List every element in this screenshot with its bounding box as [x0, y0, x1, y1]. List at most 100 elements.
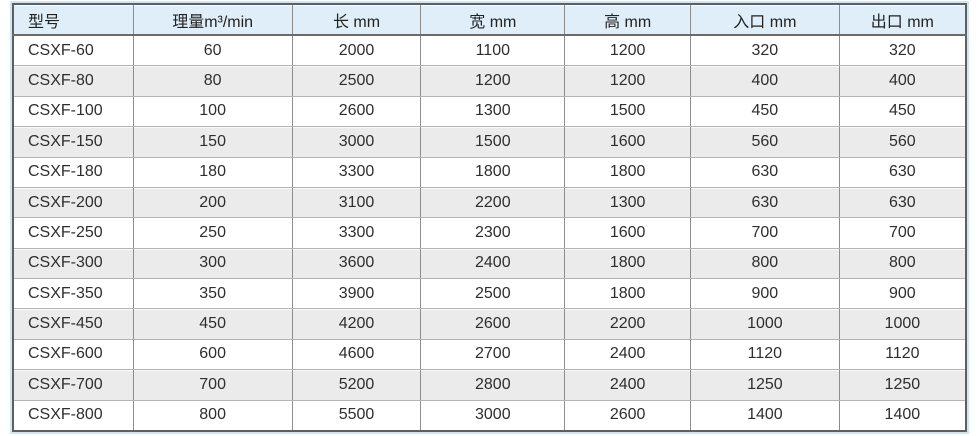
cell-capacity: 60 — [132, 34, 293, 67]
cell-inlet: 630 — [690, 156, 840, 188]
cell-model: CSXF-450 — [12, 308, 134, 340]
col-header-width: 宽 mm — [420, 3, 566, 36]
cell-width: 2800 — [420, 369, 566, 401]
cell-height: 1500 — [564, 95, 692, 128]
cell-inlet: 400 — [690, 65, 840, 97]
cell-capacity: 150 — [132, 126, 293, 158]
cell-inlet: 630 — [690, 186, 840, 219]
table-row: CSXF-450 450 4200 2600 2200 1000 1000 — [12, 308, 967, 340]
cell-inlet: 1000 — [690, 308, 840, 340]
cell-model: CSXF-700 — [12, 369, 134, 401]
cell-width: 1800 — [420, 156, 566, 188]
cell-length: 3300 — [291, 217, 422, 249]
table-row: CSXF-80 80 2500 1200 1200 400 400 — [12, 65, 967, 97]
cell-outlet: 560 — [838, 126, 967, 158]
cell-capacity: 350 — [132, 277, 293, 310]
cell-inlet: 1250 — [690, 369, 840, 401]
cell-capacity: 300 — [132, 247, 293, 280]
header-row: 型号 理量m³/min 长 mm 宽 mm 高 mm 入口 mm 出口 mm — [12, 3, 967, 36]
cell-outlet: 1000 — [838, 308, 967, 340]
cell-outlet: 450 — [838, 95, 967, 128]
cell-model: CSXF-60 — [12, 34, 134, 67]
cell-height: 1800 — [564, 247, 692, 280]
cell-height: 2400 — [564, 338, 692, 371]
cell-width: 1200 — [420, 65, 566, 97]
cell-outlet: 1250 — [838, 369, 967, 401]
cell-inlet: 800 — [690, 247, 840, 280]
table-row: CSXF-60 60 2000 1100 1200 320 320 — [12, 34, 967, 67]
col-header-inlet: 入口 mm — [690, 3, 840, 36]
cell-length: 3100 — [291, 186, 422, 219]
table-row: CSXF-600 600 4600 2700 2400 1120 1120 — [12, 338, 967, 371]
table-row: CSXF-250 250 3300 2300 1600 700 700 — [12, 217, 967, 249]
table-row: CSXF-200 200 3100 2200 1300 630 630 — [12, 186, 967, 219]
cell-capacity: 100 — [132, 95, 293, 128]
cell-inlet: 900 — [690, 277, 840, 310]
cell-outlet: 320 — [838, 34, 967, 67]
table-row: CSXF-700 700 5200 2800 2400 1250 1250 — [12, 369, 967, 401]
cell-width: 3000 — [420, 399, 566, 432]
cell-length: 5200 — [291, 369, 422, 401]
cell-length: 2500 — [291, 65, 422, 97]
cell-capacity: 180 — [132, 156, 293, 188]
table-row: CSXF-180 180 3300 1800 1800 630 630 — [12, 156, 967, 188]
spec-table-container: 型号 理量m³/min 长 mm 宽 mm 高 mm 入口 mm 出口 mm CSXF-60… — [10, 1, 969, 434]
cell-outlet: 630 — [838, 186, 967, 219]
product-spec-table: 型号 理量m³/min 长 mm 宽 mm 高 mm 入口 mm 出口 mm CSXF-60… — [10, 1, 969, 434]
cell-inlet: 320 — [690, 34, 840, 67]
cell-outlet: 630 — [838, 156, 967, 188]
cell-inlet: 1400 — [690, 399, 840, 432]
table-row: CSXF-100 100 2600 1300 1500 450 450 — [12, 95, 967, 128]
cell-width: 1300 — [420, 95, 566, 128]
cell-length: 3000 — [291, 126, 422, 158]
cell-length: 3600 — [291, 247, 422, 280]
table-row: CSXF-300 300 3600 2400 1800 800 800 — [12, 247, 967, 280]
cell-length: 2600 — [291, 95, 422, 128]
cell-height: 1200 — [564, 65, 692, 97]
cell-capacity: 600 — [132, 338, 293, 371]
cell-height: 1600 — [564, 126, 692, 158]
cell-capacity: 800 — [132, 399, 293, 432]
col-header-length: 长 mm — [291, 3, 422, 36]
cell-width: 2200 — [420, 186, 566, 219]
cell-capacity: 250 — [132, 217, 293, 249]
cell-width: 2400 — [420, 247, 566, 280]
cell-outlet: 900 — [838, 277, 967, 310]
cell-height: 1200 — [564, 34, 692, 67]
cell-height: 2200 — [564, 308, 692, 340]
col-header-model: 型号 — [12, 3, 134, 36]
table-row: CSXF-800 800 5500 3000 2600 1400 1400 — [12, 399, 967, 432]
cell-inlet: 700 — [690, 217, 840, 249]
cell-width: 2700 — [420, 338, 566, 371]
cell-model: CSXF-800 — [12, 399, 134, 432]
col-header-height: 高 mm — [564, 3, 692, 36]
cell-model: CSXF-80 — [12, 65, 134, 97]
cell-model: CSXF-200 — [12, 186, 134, 219]
col-header-outlet: 出口 mm — [838, 3, 967, 36]
table-body: CSXF-60 60 2000 1100 1200 320 320 CSXF-80 80 2500… — [12, 34, 967, 432]
cell-outlet: 400 — [838, 65, 967, 97]
cell-model: CSXF-100 — [12, 95, 134, 128]
cell-length: 3300 — [291, 156, 422, 188]
cell-outlet: 700 — [838, 217, 967, 249]
cell-capacity: 80 — [132, 65, 293, 97]
cell-outlet: 800 — [838, 247, 967, 280]
cell-model: CSXF-180 — [12, 156, 134, 188]
table-row: CSXF-350 350 3900 2500 1800 900 900 — [12, 277, 967, 310]
cell-height: 1800 — [564, 277, 692, 310]
cell-capacity: 700 — [132, 369, 293, 401]
cell-model: CSXF-600 — [12, 338, 134, 371]
col-header-capacity: 理量m³/min — [132, 3, 293, 36]
cell-length: 4600 — [291, 338, 422, 371]
table-row: CSXF-150 150 3000 1500 1600 560 560 — [12, 126, 967, 158]
cell-model: CSXF-250 — [12, 217, 134, 249]
cell-width: 1500 — [420, 126, 566, 158]
cell-length: 4200 — [291, 308, 422, 340]
cell-height: 2400 — [564, 369, 692, 401]
cell-width: 2600 — [420, 308, 566, 340]
cell-outlet: 1120 — [838, 338, 967, 371]
cell-length: 5500 — [291, 399, 422, 432]
cell-inlet: 450 — [690, 95, 840, 128]
cell-capacity: 200 — [132, 186, 293, 219]
cell-capacity: 450 — [132, 308, 293, 340]
